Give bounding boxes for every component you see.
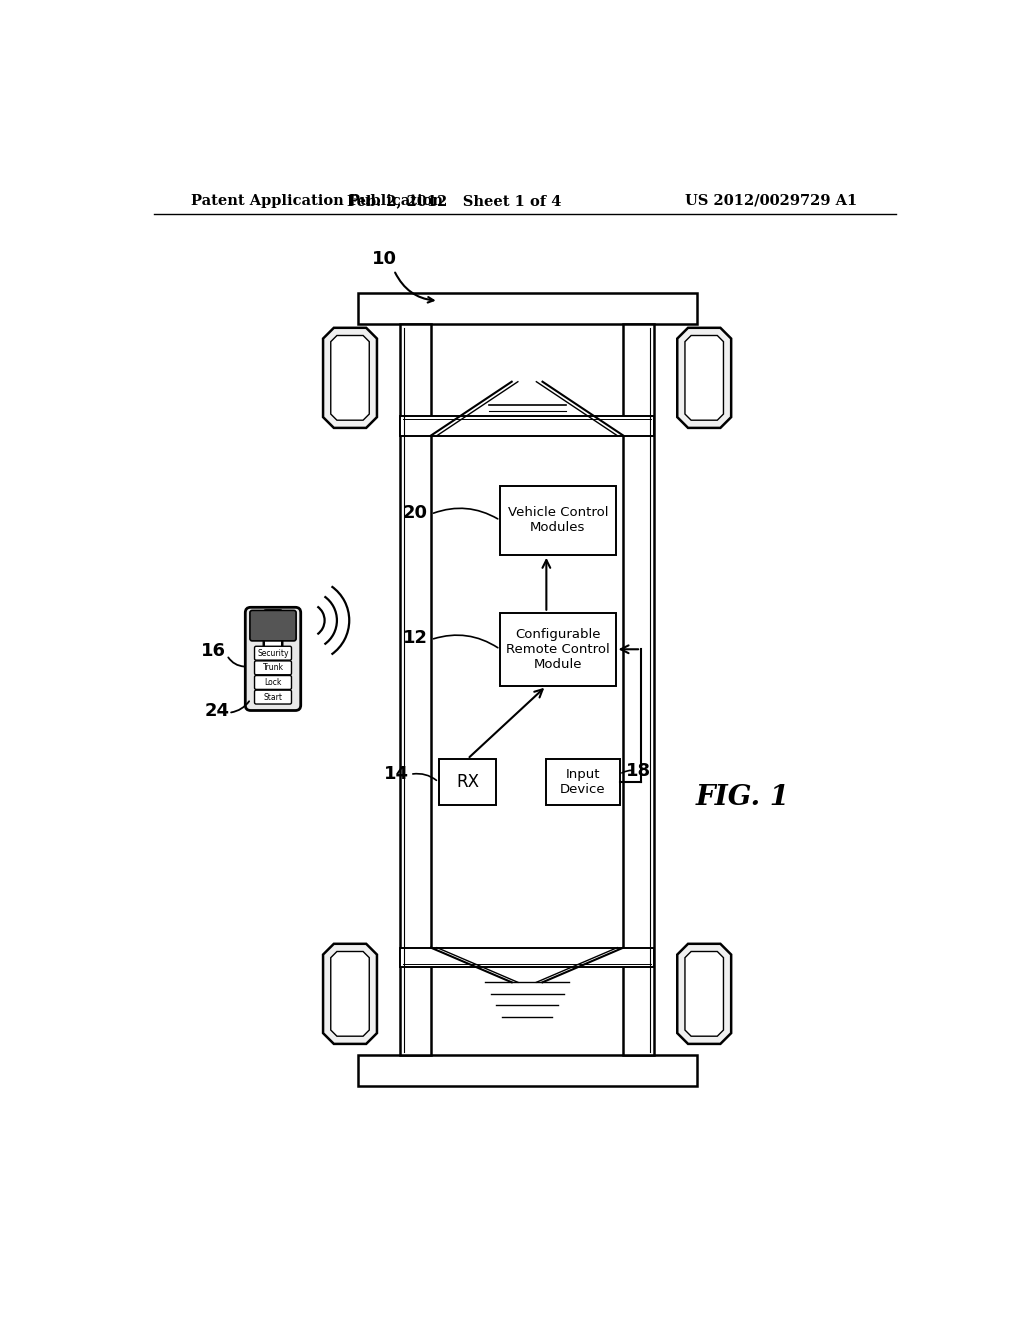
Polygon shape — [677, 327, 731, 428]
Text: Security: Security — [257, 648, 289, 657]
Bar — [438, 759, 497, 805]
FancyBboxPatch shape — [250, 610, 296, 642]
Text: US 2012/0029729 A1: US 2012/0029729 A1 — [685, 194, 857, 207]
Text: Feb. 2, 2012   Sheet 1 of 4: Feb. 2, 2012 Sheet 1 of 4 — [347, 194, 561, 207]
Text: Patent Application Publication: Patent Application Publication — [190, 194, 442, 207]
Text: 20: 20 — [403, 504, 428, 521]
Bar — [400, 323, 431, 1056]
Bar — [357, 293, 696, 323]
FancyBboxPatch shape — [255, 647, 292, 660]
Polygon shape — [331, 952, 370, 1036]
Text: Start: Start — [263, 693, 283, 702]
Text: 10: 10 — [372, 249, 397, 268]
FancyBboxPatch shape — [255, 690, 292, 704]
Text: 14: 14 — [384, 766, 409, 783]
Text: RX: RX — [456, 774, 479, 791]
Text: 16: 16 — [202, 643, 226, 660]
Bar — [357, 1056, 696, 1086]
Polygon shape — [323, 327, 377, 428]
Bar — [400, 416, 654, 436]
Text: 18: 18 — [627, 762, 651, 780]
Bar — [500, 486, 615, 554]
FancyBboxPatch shape — [264, 610, 283, 661]
Polygon shape — [677, 944, 731, 1044]
FancyBboxPatch shape — [246, 607, 301, 710]
Text: Input
Device: Input Device — [560, 768, 606, 796]
Text: 24: 24 — [205, 702, 229, 721]
Text: Vehicle Control
Modules: Vehicle Control Modules — [508, 507, 608, 535]
Text: Trunk: Trunk — [262, 664, 284, 672]
Bar — [624, 323, 654, 1056]
Bar — [547, 759, 620, 805]
Polygon shape — [685, 952, 724, 1036]
Polygon shape — [323, 944, 377, 1044]
Bar — [500, 612, 615, 686]
Text: 12: 12 — [403, 630, 428, 647]
Bar — [400, 948, 654, 966]
FancyBboxPatch shape — [255, 676, 292, 689]
FancyBboxPatch shape — [255, 661, 292, 675]
Text: Lock: Lock — [264, 678, 282, 686]
Polygon shape — [685, 335, 724, 420]
Polygon shape — [331, 335, 370, 420]
Text: Configurable
Remote Control
Module: Configurable Remote Control Module — [506, 628, 609, 671]
Text: FIG. 1: FIG. 1 — [695, 784, 790, 810]
